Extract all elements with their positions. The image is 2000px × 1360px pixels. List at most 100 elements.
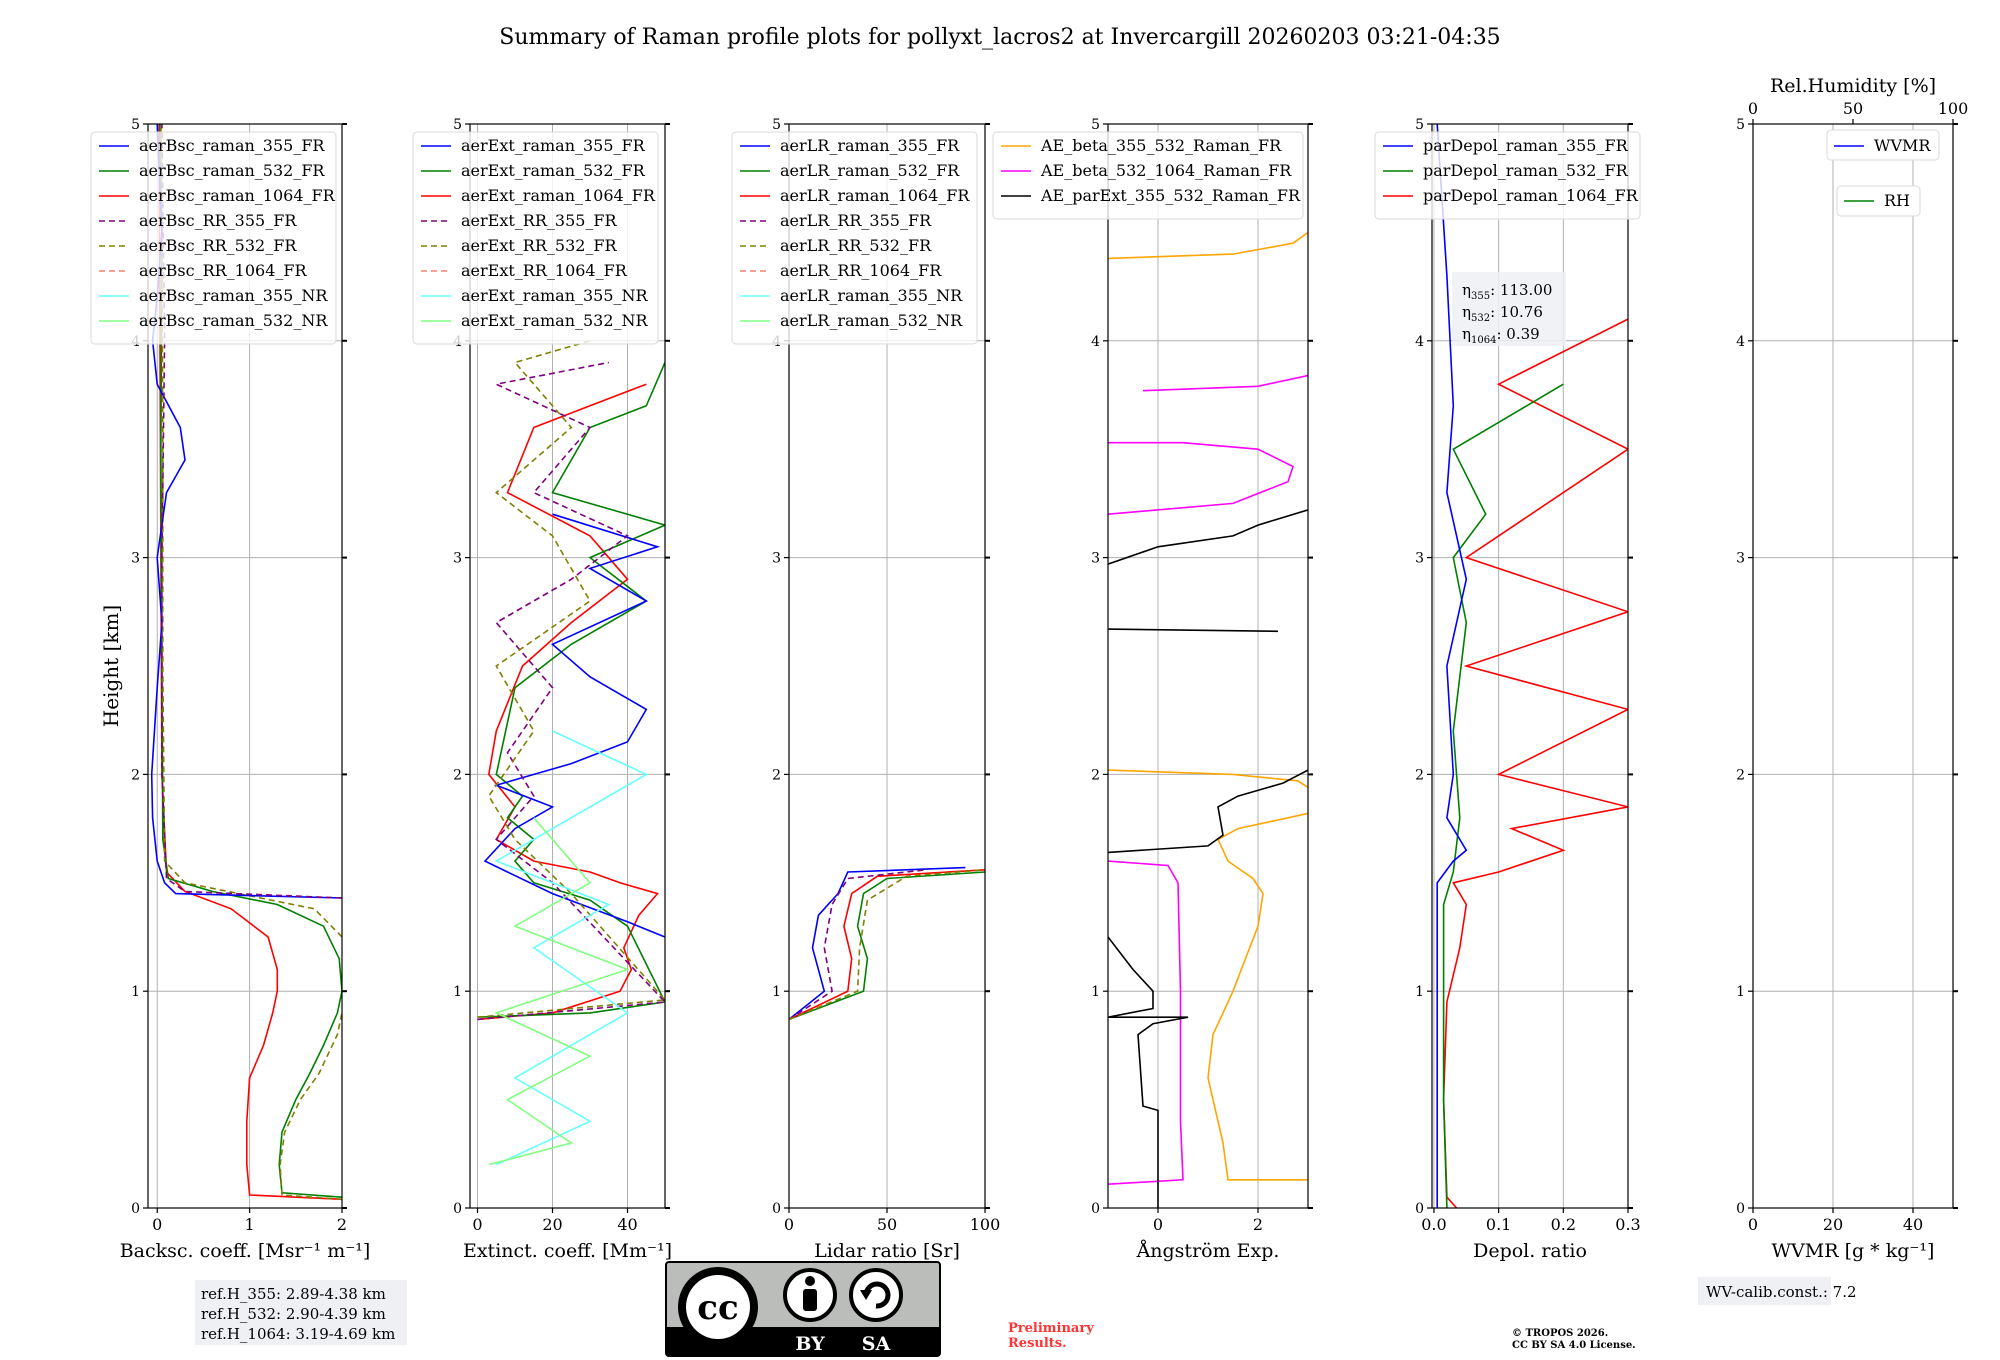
series-line <box>1442 318 1628 1208</box>
legend-entry: parDepol_raman_1064_FR <box>1423 186 1639 205</box>
x-tick-label: 0.1 <box>1486 1215 1511 1234</box>
y-tick-label: 2 <box>1091 767 1100 783</box>
series-line <box>477 362 665 1018</box>
series-line <box>279 1012 342 1201</box>
y-tick-label: 2 <box>453 767 462 783</box>
x-tick-label: 0.2 <box>1551 1215 1576 1234</box>
legend-entry: aerExt_RR_355_FR <box>461 211 618 230</box>
x-tick-label: 0 <box>152 1215 162 1234</box>
panel-ext: 01234502040Extinct. coeff. [Mm⁻¹]aerExt_… <box>412 117 672 1262</box>
x-tick-label: 0.3 <box>1615 1215 1640 1234</box>
y-tick-label: 5 <box>772 117 781 133</box>
legend-entry: aerBsc_raman_532_FR <box>139 161 325 180</box>
series-line <box>1108 769 1308 789</box>
x-axis-label: WVMR [g * kg⁻¹] <box>1772 1240 1935 1262</box>
legend-entry: aerBsc_raman_355_NR <box>139 286 328 305</box>
series-group <box>477 340 665 1166</box>
legend-entry: aerLR_raman_532_NR <box>780 311 963 330</box>
x-tick-label: 2 <box>337 1215 347 1234</box>
panel-ae: 0 1 2 3 4 5 0 2 Ångström Exp. AE_beta_355_532_Ram… <box>992 117 1313 1262</box>
x-tick-label: 2 <box>1253 1215 1263 1234</box>
y-tick-label: 5 <box>1415 117 1424 133</box>
legend-entry: aerBsc_raman_355_FR <box>139 136 325 155</box>
axes-frame <box>1752 123 1954 1209</box>
x-axis-label: Extinct. coeff. [Mm⁻¹] <box>463 1240 672 1262</box>
y-tick-label: 1 <box>1415 984 1424 1000</box>
legend-rh: RH <box>1836 185 1921 217</box>
ref-h-532: ref.H_532: 2.90-4.39 km <box>201 1305 386 1323</box>
y-tick-label: 0 <box>772 1201 781 1217</box>
x-tick-label: 40 <box>1903 1215 1923 1234</box>
x-axis-label: Depol. ratio <box>1473 1240 1587 1262</box>
legend-box <box>1826 129 1940 161</box>
legend-entry: parDepol_raman_532_FR <box>1423 161 1629 180</box>
legend-box <box>1374 131 1641 220</box>
legend-box <box>1836 185 1921 217</box>
legend-entry: aerLR_raman_1064_FR <box>780 186 970 205</box>
series-line <box>160 124 342 938</box>
x-axis-label: Lidar ratio [Sr] <box>814 1240 960 1262</box>
legend-lr: aerLR_raman_355_FR aerLR_raman_532_FR aerL… <box>731 131 978 345</box>
y-tick-label: 1 <box>131 984 140 1000</box>
legend-wvmr: WVMR <box>1826 129 1940 161</box>
axes-frame <box>1431 123 1629 1209</box>
y-tick-label: 4 <box>1091 334 1100 350</box>
by-text: BY <box>795 1333 825 1355</box>
series-line <box>483 513 665 938</box>
x-tick-label: 50 <box>877 1215 897 1234</box>
ref-h-1064: ref.H_1064: 3.19-4.69 km <box>201 1325 395 1343</box>
series-group <box>789 866 985 1021</box>
series-line <box>161 124 342 899</box>
series-line <box>1436 124 1468 1208</box>
series-group <box>1436 124 1628 1208</box>
series-line <box>789 869 985 1021</box>
ref-height-box: ref.H_355: 2.89-4.38 km ref.H_532: 2.90-… <box>195 1280 407 1345</box>
legend-entry: aerLR_RR_355_FR <box>780 211 932 230</box>
x-tick-label: 100 <box>970 1215 1001 1234</box>
x-tick-label: 0 <box>784 1215 794 1234</box>
y-tick-label: 0 <box>1091 1201 1100 1217</box>
cc-license-badge: cc BY SA <box>665 1261 941 1357</box>
y-tick-label: 1 <box>1736 984 1745 1000</box>
legend-entry: aerExt_raman_532_NR <box>461 311 649 330</box>
legend-entry: aerBsc_RR_1064_FR <box>139 261 308 280</box>
series-line <box>789 866 966 1021</box>
y-tick-label: 5 <box>453 117 462 133</box>
series-line <box>789 869 985 1021</box>
series-line <box>477 340 665 1018</box>
preliminary-line2: Results. <box>1008 1336 1067 1351</box>
legend-entry: aerBsc_raman_532_NR <box>139 311 328 330</box>
legend-entry: aerBsc_RR_532_FR <box>139 236 297 255</box>
legend-entry: RH <box>1884 191 1910 210</box>
y-tick-label: 0 <box>453 1201 462 1217</box>
series-line <box>1142 374 1308 392</box>
y-tick-label: 3 <box>1091 551 1100 567</box>
x-axis-label: Ångström Exp. <box>1136 1240 1280 1262</box>
legend-entry: aerBsc_RR_355_FR <box>139 211 297 230</box>
y-tick-label: 3 <box>453 551 462 567</box>
top-x-tick-label: 0 <box>1748 99 1758 118</box>
series-line <box>1207 812 1308 1181</box>
series-line <box>789 871 985 1021</box>
series-line <box>477 361 665 1021</box>
top-x-axis-label: Rel.Humidity [%] <box>1770 75 1936 97</box>
legend-box <box>992 131 1304 220</box>
legend-box <box>412 131 659 345</box>
legend-ext: aerExt_raman_355_FR aerExt_raman_532_FRae… <box>412 131 659 345</box>
panel-bsc: 012345012Backsc. coeff. [Msr⁻¹ m⁻¹]aerBs… <box>90 117 371 1262</box>
legend-entry: AE_beta_355_532_Raman_FR <box>1040 136 1282 155</box>
x-tick-label: 20 <box>1823 1215 1843 1234</box>
legend-box <box>731 131 978 345</box>
preliminary-line1: Preliminary <box>1008 1321 1094 1336</box>
legend-entry: aerExt_raman_1064_FR <box>461 186 656 205</box>
legend-entry: parDepol_raman_355_FR <box>1423 136 1629 155</box>
legend-entry: aerExt_raman_532_FR <box>461 161 646 180</box>
top-x-tick-label: 100 <box>1938 99 1969 118</box>
legend-entry: aerExt_raman_355_FR <box>461 136 646 155</box>
series-line <box>1108 441 1294 515</box>
x-axis-label: Backsc. coeff. [Msr⁻¹ m⁻¹] <box>120 1240 371 1262</box>
x-tick-label: 0 <box>472 1215 482 1234</box>
axes-frame <box>147 123 343 1209</box>
copyright-line1: © TROPOS 2026. <box>1512 1328 1608 1339</box>
